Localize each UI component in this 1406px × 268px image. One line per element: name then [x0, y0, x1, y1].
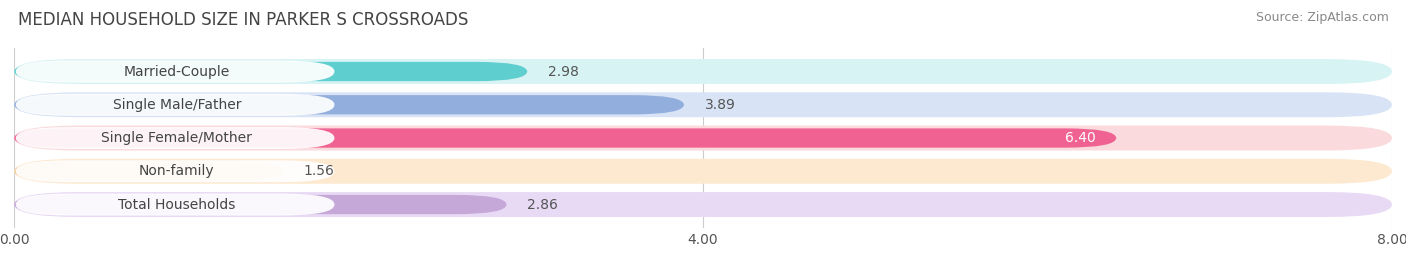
Text: 6.40: 6.40	[1064, 131, 1095, 145]
Text: 2.86: 2.86	[527, 198, 558, 211]
FancyBboxPatch shape	[15, 160, 335, 182]
FancyBboxPatch shape	[15, 127, 335, 149]
FancyBboxPatch shape	[15, 61, 335, 83]
Text: Married-Couple: Married-Couple	[124, 65, 231, 79]
Text: Single Female/Mother: Single Female/Mother	[101, 131, 252, 145]
FancyBboxPatch shape	[15, 94, 335, 116]
FancyBboxPatch shape	[14, 192, 1392, 217]
FancyBboxPatch shape	[15, 193, 335, 215]
Text: Non-family: Non-family	[139, 164, 215, 178]
FancyBboxPatch shape	[14, 195, 506, 214]
FancyBboxPatch shape	[14, 92, 1392, 117]
Text: Source: ZipAtlas.com: Source: ZipAtlas.com	[1256, 11, 1389, 24]
FancyBboxPatch shape	[14, 59, 1392, 84]
Text: Total Households: Total Households	[118, 198, 236, 211]
FancyBboxPatch shape	[14, 125, 1392, 151]
FancyBboxPatch shape	[14, 128, 1116, 148]
Text: 3.89: 3.89	[704, 98, 735, 112]
FancyBboxPatch shape	[14, 162, 283, 181]
Text: 1.56: 1.56	[304, 164, 335, 178]
FancyBboxPatch shape	[14, 159, 1392, 184]
Text: 2.98: 2.98	[548, 65, 579, 79]
FancyBboxPatch shape	[14, 95, 685, 114]
Text: MEDIAN HOUSEHOLD SIZE IN PARKER S CROSSROADS: MEDIAN HOUSEHOLD SIZE IN PARKER S CROSSR…	[18, 11, 468, 29]
Text: Single Male/Father: Single Male/Father	[112, 98, 240, 112]
FancyBboxPatch shape	[14, 62, 527, 81]
